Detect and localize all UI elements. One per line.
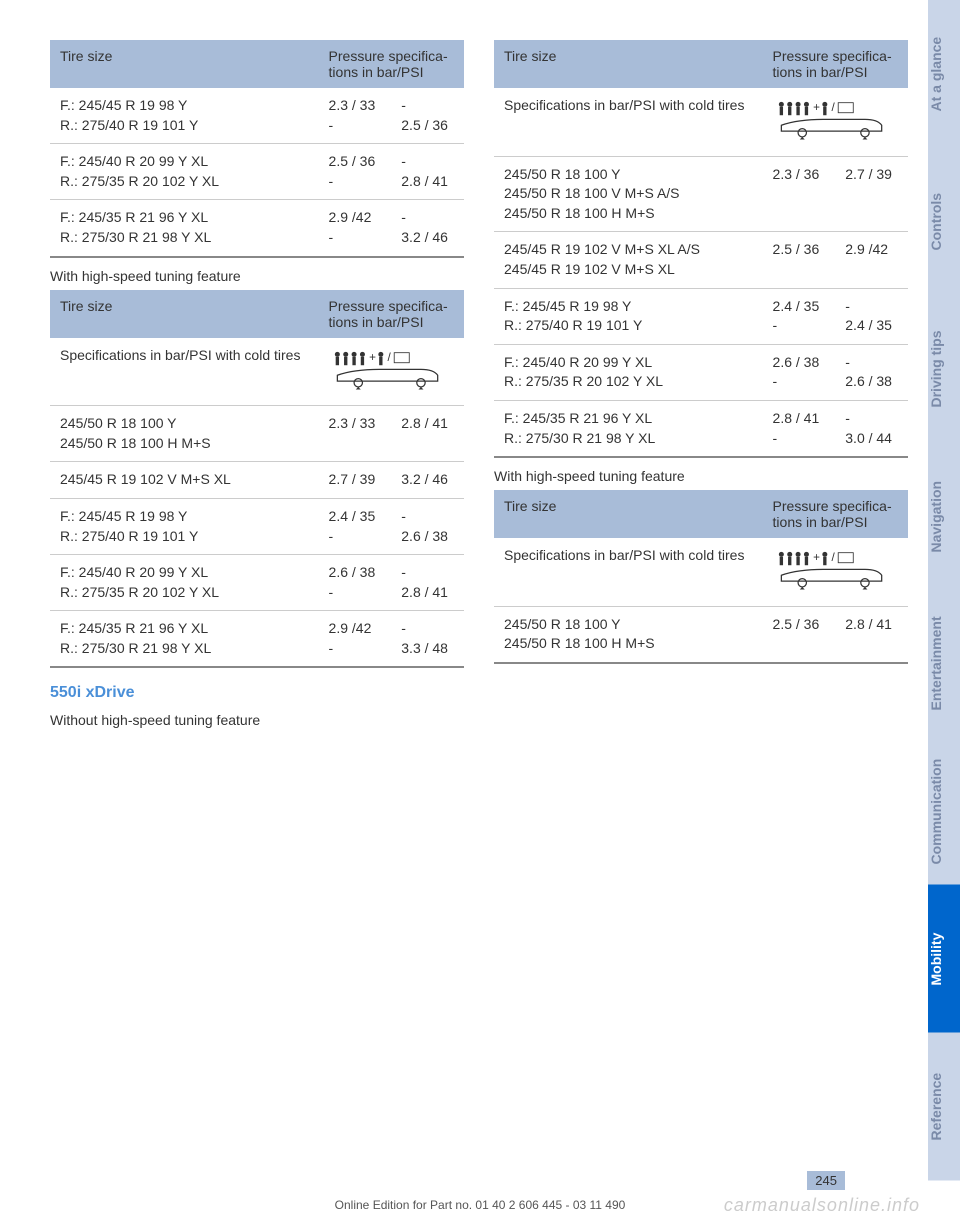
cell: 2.6 / 38-: [319, 555, 392, 611]
cell: 2.5 / 36-: [319, 144, 392, 200]
watermark: carmanualsonline.info: [724, 1195, 920, 1216]
cell: F.: 245/35 R 21 96 Y XLR.: 275/30 R 21 9…: [50, 200, 319, 257]
svg-text:+: +: [369, 351, 376, 364]
th-pressure: Pressure specifica­tions in bar/PSI: [763, 490, 908, 538]
cell: 2.3 / 33-: [319, 88, 392, 144]
tab-navigation[interactable]: Navigation: [928, 443, 960, 591]
th-tire-size: Tire size: [50, 40, 319, 88]
cell: 2.8 / 41: [835, 606, 908, 663]
svg-text:+: +: [813, 551, 820, 564]
cell: 2.7 / 39: [319, 462, 392, 499]
cell: 245/45 R 19 102 V M+S XL: [50, 462, 319, 499]
cell: -3.3 / 48: [391, 611, 464, 668]
th-tire-size: Tire size: [50, 290, 319, 338]
tire-table-right-1: Tire size Pressure specifica­tions in ba…: [494, 40, 908, 458]
svg-text:/: /: [831, 101, 835, 114]
cell: -2.4 / 35: [835, 288, 908, 344]
cell: 2.6 / 38-: [763, 344, 836, 400]
cell: -2.5 / 36: [391, 88, 464, 144]
svg-text:+: +: [813, 101, 820, 114]
page-number: 245: [807, 1171, 845, 1190]
tab-at-a-glance[interactable]: At a glance: [928, 0, 960, 148]
svg-text:/: /: [831, 551, 835, 564]
cell: 2.3 / 36: [763, 156, 836, 232]
cell: 2.3 / 33: [319, 406, 392, 462]
tire-table-left-1: Tire size Pressure specifica­tions in ba…: [50, 40, 464, 258]
cell: 245/50 R 18 100 Y245/50 R 18 100 H M+S: [494, 606, 763, 663]
cell: 2.5 / 36: [763, 232, 836, 288]
cell-spec-cold: Specifications in bar/PSI with cold tire…: [494, 88, 763, 156]
th-pressure: Pressure specifica­tions in bar/PSI: [763, 40, 908, 88]
svg-text:/: /: [387, 351, 391, 364]
cell-spec-cold: Specifications in bar/PSI with cold tire…: [50, 338, 319, 406]
cell: -2.6 / 38: [391, 498, 464, 554]
cell: 2.4 / 35-: [763, 288, 836, 344]
cell: F.: 245/40 R 20 99 Y XLR.: 275/35 R 20 1…: [50, 144, 319, 200]
cell: 3.2 / 46: [391, 462, 464, 499]
cell: F.: 245/35 R 21 96 Y XLR.: 275/30 R 21 9…: [494, 400, 763, 457]
car-passenger-icon: +/: [319, 338, 464, 406]
car-passenger-icon: +/: [763, 538, 908, 606]
cell: 2.8 / 41: [391, 406, 464, 462]
tab-communication[interactable]: Communication: [928, 738, 960, 886]
cell: -2.8 / 41: [391, 144, 464, 200]
section-tabs: At a glance Controls Driving tips Naviga…: [928, 0, 960, 1180]
cell: 245/45 R 19 102 V M+S XL A/S245/45 R 19 …: [494, 232, 763, 288]
th-tire-size: Tire size: [494, 40, 763, 88]
car-passenger-icon: +/: [763, 88, 908, 156]
th-tire-size: Tire size: [494, 490, 763, 538]
cell: F.: 245/45 R 19 98 YR.: 275/40 R 19 101 …: [50, 498, 319, 554]
label-without-hs: Without high-speed tuning feature: [50, 712, 464, 728]
tab-driving-tips[interactable]: Driving tips: [928, 295, 960, 443]
tab-reference[interactable]: Reference: [928, 1033, 960, 1181]
cell: 2.7 / 39: [835, 156, 908, 232]
label-with-hs: With high-speed tuning feature: [494, 468, 908, 484]
cell: F.: 245/45 R 19 98 YR.: 275/40 R 19 101 …: [50, 88, 319, 144]
tire-table-right-2: Tire size Pressure specifica­tions in ba…: [494, 490, 908, 664]
cell: 2.5 / 36: [763, 606, 836, 663]
cell: 2.9 /42-: [319, 200, 392, 257]
cell: -2.6 / 38: [835, 344, 908, 400]
tab-mobility[interactable]: Mobility: [928, 885, 960, 1033]
cell: 245/50 R 18 100 Y245/50 R 18 100 V M+S A…: [494, 156, 763, 232]
th-pressure: Pressure specifica­tions in bar/PSI: [319, 290, 464, 338]
cell: -3.0 / 44: [835, 400, 908, 457]
tire-table-left-2: Tire size Pressure specifica­tions in ba…: [50, 290, 464, 669]
left-column: Tire size Pressure specifica­tions in ba…: [50, 40, 464, 1170]
cell: 2.9 /42: [835, 232, 908, 288]
cell: F.: 245/45 R 19 98 YR.: 275/40 R 19 101 …: [494, 288, 763, 344]
cell: 245/50 R 18 100 Y245/50 R 18 100 H M+S: [50, 406, 319, 462]
right-column: Tire size Pressure specifica­tions in ba…: [494, 40, 908, 1170]
cell: F.: 245/35 R 21 96 Y XLR.: 275/30 R 21 9…: [50, 611, 319, 668]
cell: 2.8 / 41-: [763, 400, 836, 457]
cell: 2.4 / 35-: [319, 498, 392, 554]
cell: -2.8 / 41: [391, 555, 464, 611]
cell: F.: 245/40 R 20 99 Y XLR.: 275/35 R 20 1…: [50, 555, 319, 611]
model-heading: 550i xDrive: [50, 684, 464, 702]
cell: 2.9 /42-: [319, 611, 392, 668]
cell: -3.2 / 46: [391, 200, 464, 257]
cell-spec-cold: Specifications in bar/PSI with cold tire…: [494, 538, 763, 606]
cell: F.: 245/40 R 20 99 Y XLR.: 275/35 R 20 1…: [494, 344, 763, 400]
tab-controls[interactable]: Controls: [928, 148, 960, 296]
th-pressure: Pressure specifica­tions in bar/PSI: [319, 40, 464, 88]
label-with-hs: With high-speed tuning feature: [50, 268, 464, 284]
tab-entertainment[interactable]: Entertainment: [928, 590, 960, 738]
